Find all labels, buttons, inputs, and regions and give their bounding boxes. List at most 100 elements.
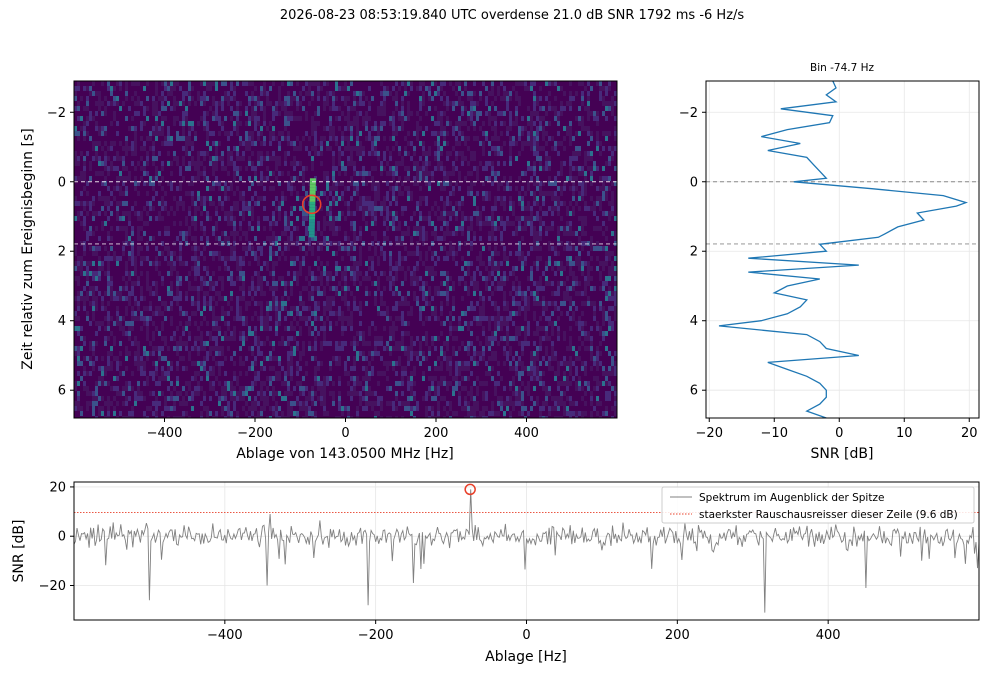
waterfall-cell bbox=[353, 276, 356, 281]
waterfall-cell bbox=[416, 111, 419, 116]
waterfall-cell bbox=[506, 356, 509, 361]
waterfall-cell bbox=[509, 151, 512, 156]
waterfall-cell bbox=[329, 391, 332, 396]
waterfall-cell bbox=[209, 201, 212, 206]
waterfall-cell bbox=[119, 296, 122, 301]
waterfall-cell bbox=[284, 381, 287, 386]
waterfall-cell bbox=[326, 301, 329, 306]
waterfall-cell bbox=[377, 281, 380, 286]
waterfall-cell bbox=[203, 156, 206, 161]
waterfall-cell bbox=[461, 211, 464, 216]
waterfall-cell bbox=[392, 166, 395, 171]
waterfall-cell bbox=[149, 216, 152, 221]
waterfall-cell bbox=[239, 226, 242, 231]
waterfall-cell bbox=[146, 256, 149, 261]
waterfall-cell bbox=[374, 186, 377, 191]
waterfall-cell bbox=[233, 256, 236, 261]
waterfall-cell bbox=[218, 196, 221, 201]
waterfall-cell bbox=[164, 206, 167, 211]
waterfall-cell bbox=[353, 366, 356, 371]
waterfall-cell bbox=[542, 311, 545, 316]
waterfall-cell bbox=[263, 261, 266, 266]
waterfall-cell bbox=[479, 111, 482, 116]
waterfall-cell bbox=[263, 206, 266, 211]
waterfall-cell bbox=[383, 271, 386, 276]
waterfall-cell bbox=[437, 256, 440, 261]
waterfall-cell bbox=[128, 211, 131, 216]
waterfall-cell bbox=[368, 171, 371, 176]
waterfall-cell bbox=[206, 341, 209, 346]
waterfall-cell bbox=[494, 356, 497, 361]
waterfall-cell bbox=[137, 191, 140, 196]
waterfall-cell bbox=[269, 366, 272, 371]
waterfall-cell bbox=[431, 306, 434, 311]
waterfall-cell bbox=[416, 336, 419, 341]
waterfall-cell bbox=[329, 271, 332, 276]
waterfall-cell bbox=[212, 156, 215, 161]
waterfall-cell bbox=[284, 371, 287, 376]
waterfall-cell bbox=[455, 251, 458, 256]
waterfall-cell bbox=[242, 336, 245, 341]
waterfall-cell bbox=[302, 416, 305, 418]
waterfall-cell bbox=[356, 381, 359, 386]
waterfall-cell bbox=[179, 196, 182, 201]
waterfall-cell bbox=[188, 96, 191, 101]
waterfall-cell bbox=[434, 201, 437, 206]
waterfall-cell bbox=[503, 91, 506, 96]
waterfall-cell bbox=[293, 166, 296, 171]
waterfall-cell bbox=[431, 311, 434, 316]
waterfall-cell bbox=[245, 301, 248, 306]
waterfall-cell bbox=[494, 226, 497, 231]
waterfall-cell bbox=[164, 316, 167, 321]
waterfall-cell bbox=[254, 201, 257, 206]
waterfall-cell bbox=[86, 121, 89, 126]
waterfall-cell bbox=[212, 166, 215, 171]
waterfall-cell bbox=[449, 381, 452, 386]
waterfall-cell bbox=[113, 86, 116, 91]
waterfall-cell bbox=[512, 231, 515, 236]
waterfall-cell bbox=[113, 396, 116, 401]
waterfall-cell bbox=[458, 321, 461, 326]
waterfall-cell bbox=[188, 416, 191, 418]
waterfall-cell bbox=[218, 236, 221, 241]
waterfall-cell bbox=[452, 131, 455, 136]
waterfall-cell bbox=[170, 141, 173, 146]
waterfall-cell bbox=[269, 376, 272, 381]
waterfall-cell bbox=[386, 386, 389, 391]
waterfall-cell bbox=[419, 171, 422, 176]
waterfall-cell bbox=[365, 406, 368, 411]
waterfall-cell bbox=[527, 276, 530, 281]
waterfall-cell bbox=[461, 161, 464, 166]
waterfall-cell bbox=[446, 231, 449, 236]
waterfall-cell bbox=[122, 286, 125, 291]
waterfall-cell bbox=[329, 326, 332, 331]
waterfall-cell bbox=[122, 201, 125, 206]
waterfall-cell bbox=[536, 396, 539, 401]
waterfall-cell bbox=[152, 186, 155, 191]
waterfall-cell bbox=[467, 231, 470, 236]
waterfall-cell bbox=[155, 171, 158, 176]
waterfall-cell bbox=[329, 301, 332, 306]
waterfall-cell bbox=[404, 166, 407, 171]
waterfall-cell bbox=[476, 361, 479, 366]
waterfall-cell bbox=[224, 321, 227, 326]
waterfall-cell bbox=[362, 146, 365, 151]
waterfall-cell bbox=[491, 136, 494, 141]
waterfall-cell bbox=[473, 381, 476, 386]
waterfall-cell bbox=[365, 226, 368, 231]
waterfall-cell bbox=[146, 381, 149, 386]
waterfall-cell bbox=[194, 201, 197, 206]
waterfall-cell bbox=[410, 81, 413, 86]
waterfall-cell bbox=[275, 241, 278, 246]
waterfall-cell bbox=[263, 141, 266, 146]
waterfall-cell bbox=[422, 376, 425, 381]
waterfall-cell bbox=[452, 281, 455, 286]
waterfall-cell bbox=[416, 301, 419, 306]
waterfall-cell bbox=[335, 346, 338, 351]
waterfall-cell bbox=[230, 331, 233, 336]
waterfall-cell bbox=[440, 271, 443, 276]
waterfall-cell bbox=[524, 291, 527, 296]
waterfall-cell bbox=[458, 131, 461, 136]
waterfall-cell bbox=[527, 391, 530, 396]
